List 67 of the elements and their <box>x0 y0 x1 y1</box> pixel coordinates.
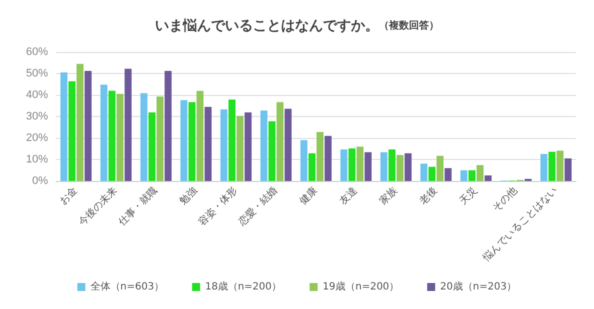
bar <box>156 96 164 181</box>
bar <box>260 110 268 181</box>
y-tick-label: 60% <box>26 46 48 58</box>
y-tick-label: 40% <box>26 89 48 101</box>
bar <box>340 149 348 181</box>
legend-label: 全体（n=603） <box>90 280 164 292</box>
y-tick-label: 30% <box>26 110 48 122</box>
bar <box>108 90 116 181</box>
bar <box>420 164 428 181</box>
chart-subtitle: （複数回答） <box>379 20 439 32</box>
x-tick-label: 天災 <box>457 184 480 208</box>
bar <box>148 112 156 181</box>
bar <box>76 64 84 181</box>
bar <box>396 154 404 181</box>
legend-label: 20歳（n=203） <box>440 280 517 292</box>
bar <box>540 154 548 181</box>
bar <box>316 132 324 181</box>
bar <box>380 152 388 181</box>
bar <box>404 153 412 181</box>
bar <box>60 72 68 181</box>
bar <box>444 168 452 181</box>
y-tick-label: 10% <box>26 154 48 166</box>
bar <box>68 81 76 181</box>
x-tick-label: 家族 <box>377 184 400 208</box>
y-tick-label: 50% <box>26 68 48 80</box>
bar <box>284 108 292 181</box>
bar <box>236 116 244 181</box>
x-tick-label: その他 <box>490 184 520 214</box>
bar <box>84 70 92 181</box>
bar <box>388 149 396 181</box>
bar <box>308 153 316 181</box>
bar <box>228 100 236 181</box>
bar <box>244 112 252 181</box>
x-tick-label: 老後 <box>417 184 440 208</box>
bar <box>164 70 172 181</box>
bar <box>356 146 364 181</box>
bar <box>124 68 132 181</box>
bar <box>204 106 212 181</box>
chart-title: いま悩んでいることはなんですか。 <box>155 18 379 34</box>
bar <box>364 152 372 181</box>
bar <box>324 136 332 181</box>
bar <box>460 170 468 181</box>
x-tick-label: 健康 <box>297 184 320 208</box>
legend-label: 18歳（n=200） <box>205 280 282 292</box>
bar <box>220 109 228 181</box>
bar <box>548 152 556 181</box>
bar <box>188 102 196 181</box>
bar <box>116 94 124 181</box>
bar <box>180 100 188 181</box>
bar <box>196 90 204 181</box>
bar <box>468 170 476 181</box>
bar <box>348 148 356 181</box>
bar <box>268 121 276 181</box>
bar <box>436 156 444 181</box>
legend-label: 19歳（n=200） <box>322 280 400 292</box>
bar <box>484 175 492 181</box>
y-tick-label: 20% <box>26 132 48 144</box>
y-tick-label: 0% <box>32 175 48 187</box>
x-tick-label: 友達 <box>337 184 360 208</box>
bar <box>556 150 564 181</box>
bar <box>276 102 284 181</box>
bar <box>100 84 108 181</box>
bar <box>476 165 484 181</box>
bar <box>428 166 436 181</box>
bar <box>140 93 148 181</box>
bar <box>300 140 308 181</box>
bar <box>564 158 572 181</box>
